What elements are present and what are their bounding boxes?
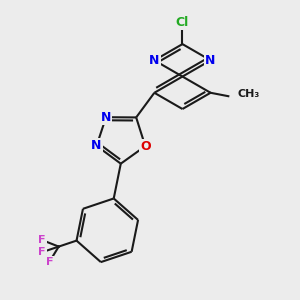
Text: N: N: [101, 111, 111, 124]
Text: CH₃: CH₃: [238, 89, 260, 100]
Text: N: N: [149, 54, 160, 67]
Text: N: N: [206, 54, 216, 67]
Text: F: F: [46, 257, 53, 267]
Text: F: F: [38, 247, 46, 257]
Text: N: N: [91, 139, 102, 152]
Text: O: O: [140, 140, 151, 153]
Text: Cl: Cl: [176, 16, 189, 29]
Text: F: F: [38, 235, 46, 245]
